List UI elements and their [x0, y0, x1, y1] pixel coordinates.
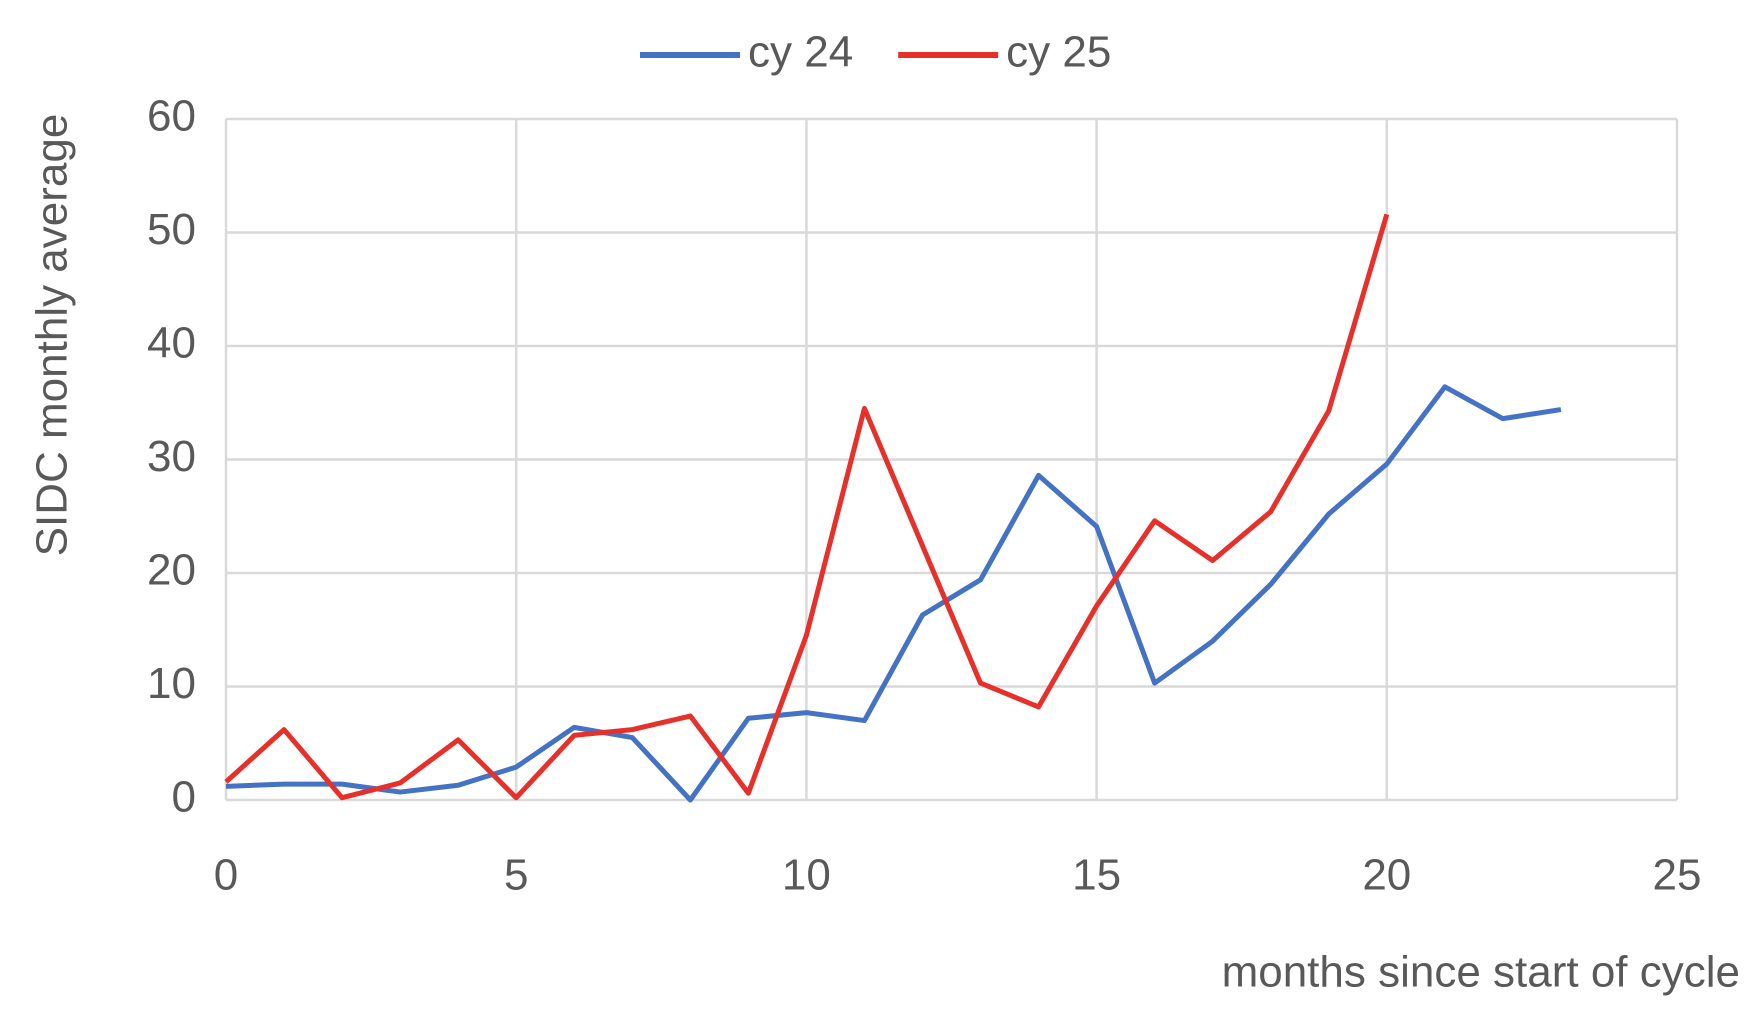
y-tick-label: 10 [147, 659, 196, 708]
legend-label: cy 25 [1006, 28, 1111, 77]
x-tick-label: 20 [1362, 851, 1411, 900]
x-tick-label: 15 [1072, 851, 1121, 900]
legend-label: cy 24 [748, 28, 853, 77]
x-tick-label: 0 [214, 851, 238, 900]
x-tick-label: 25 [1653, 851, 1702, 900]
y-tick-label: 40 [147, 319, 196, 368]
x-tick-label: 10 [782, 851, 831, 900]
series-line [224, 213, 1390, 801]
y-tick-label: 30 [147, 432, 196, 481]
y-axis-label: SIDC monthly average [28, 114, 77, 557]
x-axis-label: months since start of cycle [1222, 948, 1740, 997]
y-tick-label: 60 [147, 92, 196, 141]
series-line [225, 384, 1562, 803]
y-tick-label: 20 [147, 546, 196, 595]
x-tick-label: 5 [504, 851, 528, 900]
y-tick-label: 0 [172, 773, 196, 822]
y-tick-label: 50 [147, 205, 196, 254]
